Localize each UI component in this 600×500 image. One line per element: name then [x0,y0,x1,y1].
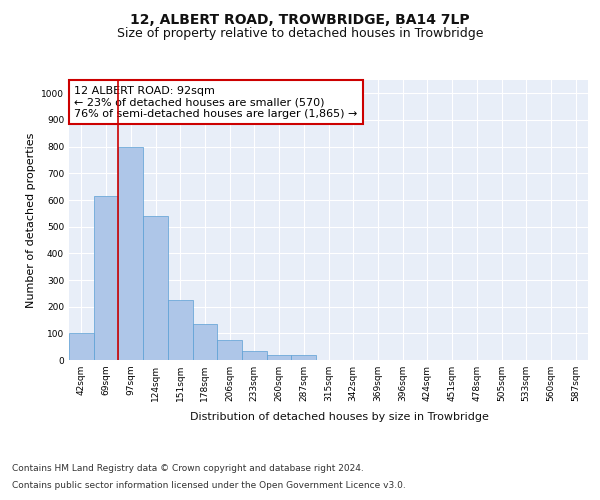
Bar [193,324,217,360]
Bar [94,196,118,360]
Text: Size of property relative to detached houses in Trowbridge: Size of property relative to detached ho… [117,28,483,40]
Bar [118,146,143,360]
Text: Distribution of detached houses by size in Trowbridge: Distribution of detached houses by size … [190,412,488,422]
Bar [69,334,94,360]
Text: Contains public sector information licensed under the Open Government Licence v3: Contains public sector information licen… [12,481,406,490]
Text: 12, ALBERT ROAD, TROWBRIDGE, BA14 7LP: 12, ALBERT ROAD, TROWBRIDGE, BA14 7LP [130,12,470,26]
Bar [242,350,267,360]
Bar [267,354,292,360]
Bar [217,340,242,360]
Text: Contains HM Land Registry data © Crown copyright and database right 2024.: Contains HM Land Registry data © Crown c… [12,464,364,473]
Text: 12 ALBERT ROAD: 92sqm
← 23% of detached houses are smaller (570)
76% of semi-det: 12 ALBERT ROAD: 92sqm ← 23% of detached … [74,86,358,119]
Y-axis label: Number of detached properties: Number of detached properties [26,132,35,308]
Bar [143,216,168,360]
Bar [168,300,193,360]
Bar [292,354,316,360]
